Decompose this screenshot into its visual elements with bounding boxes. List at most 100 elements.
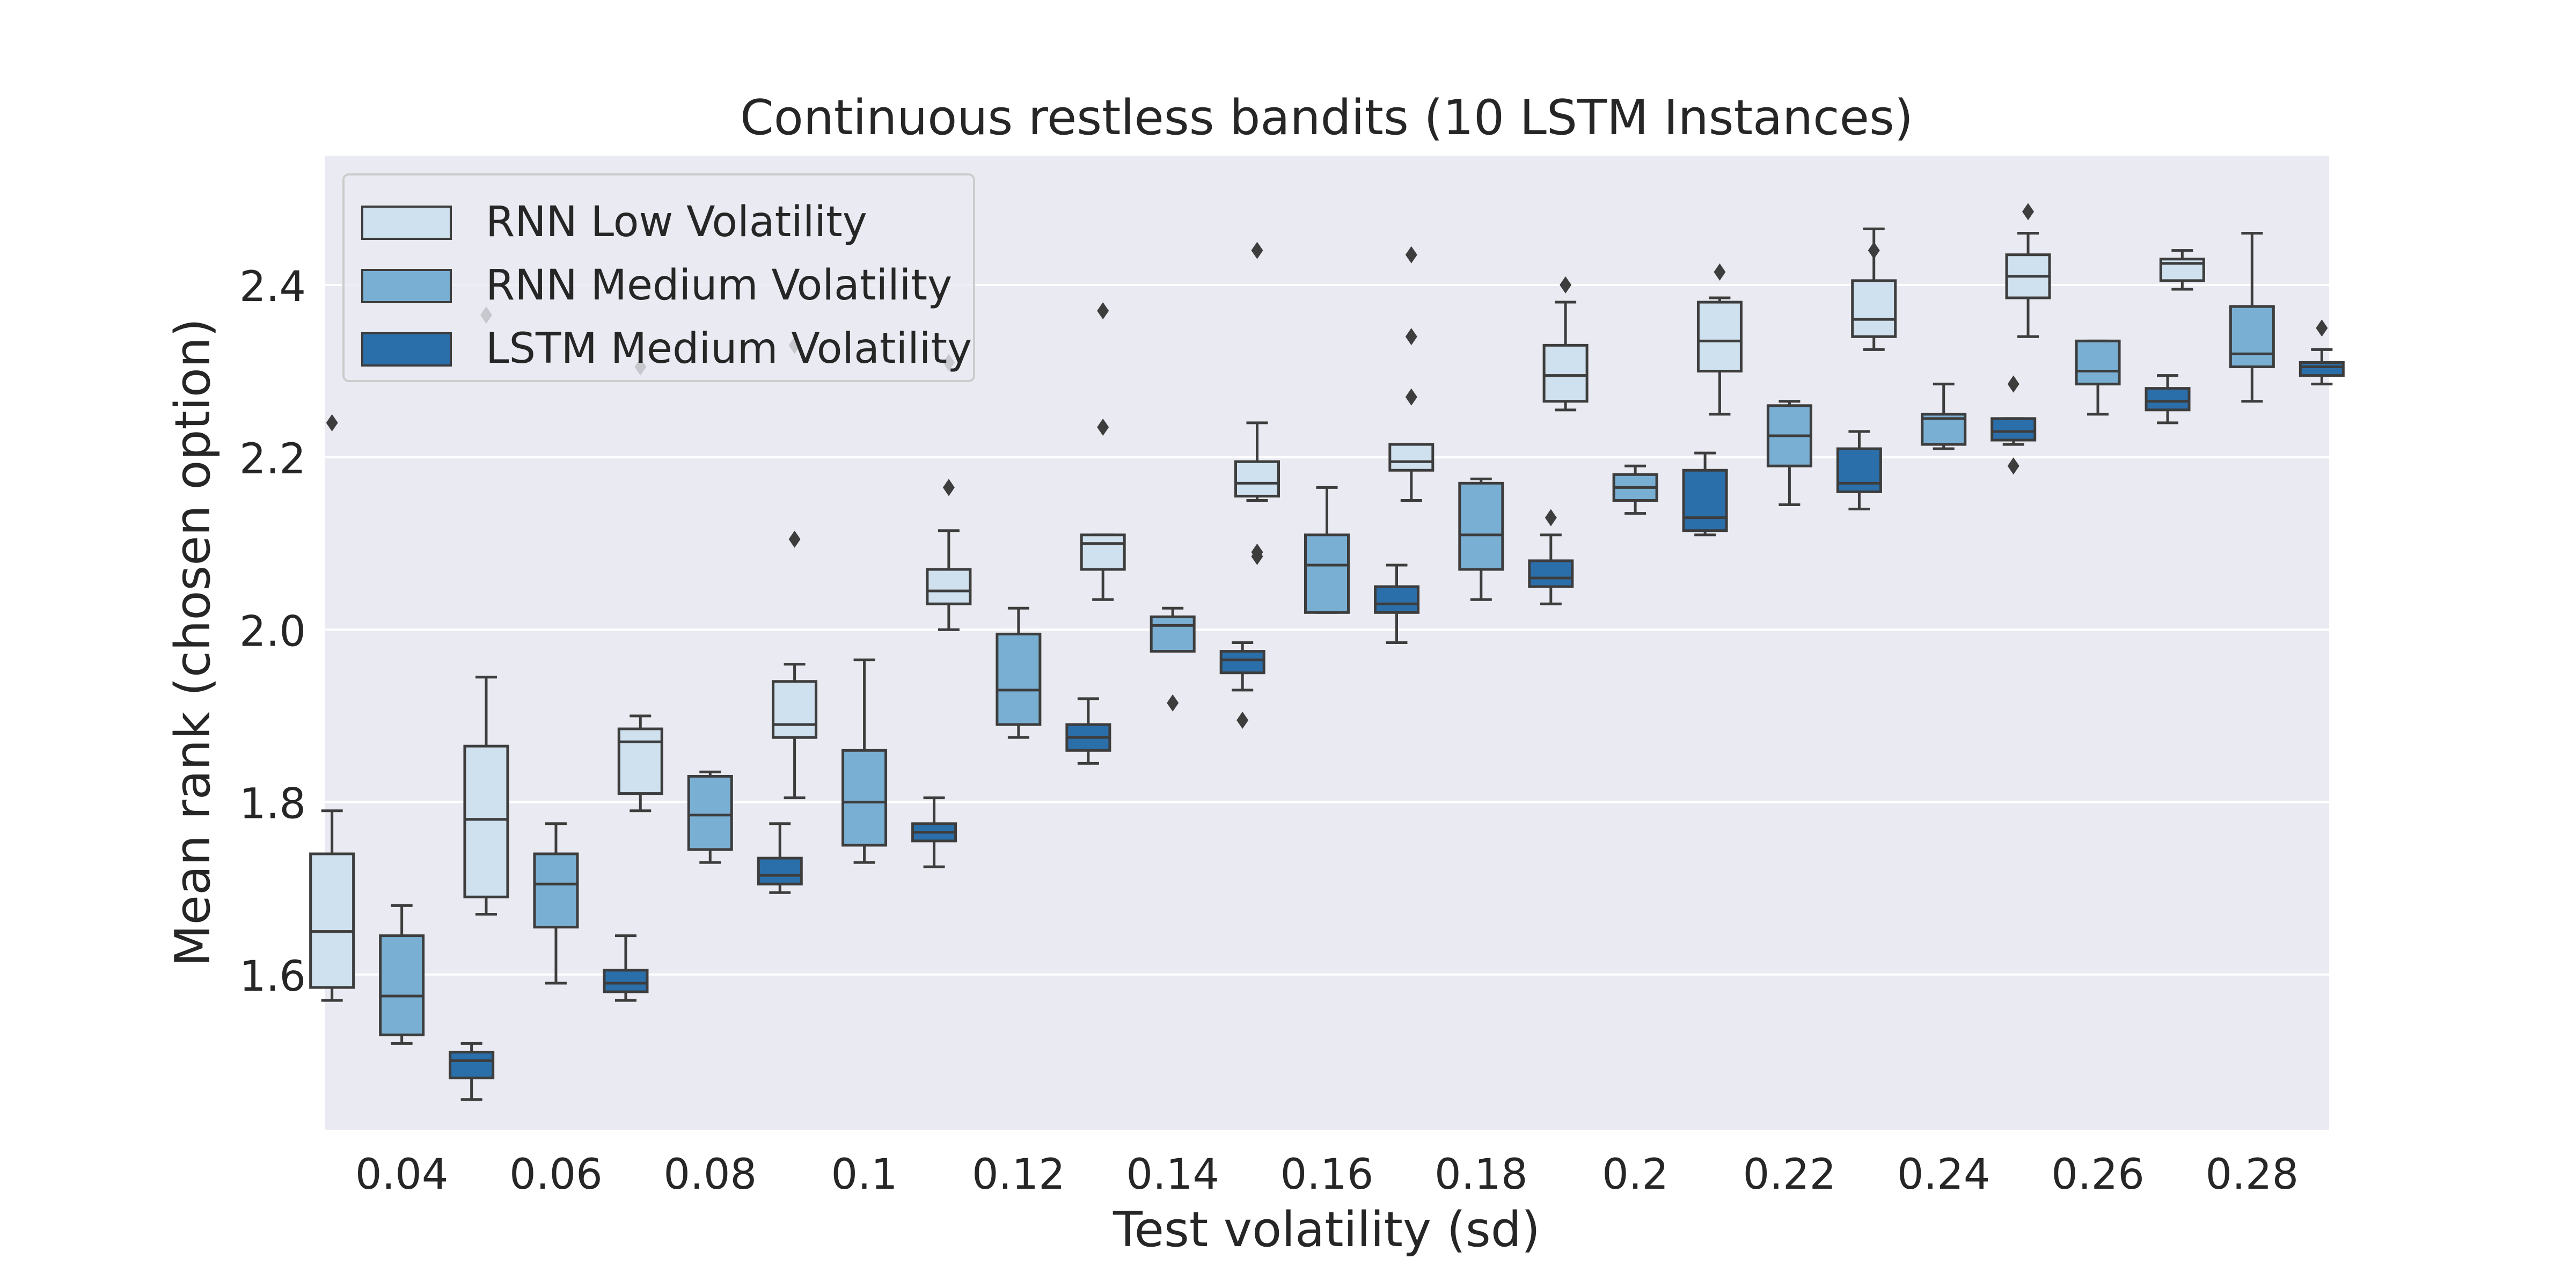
box bbox=[309, 852, 355, 989]
box-group bbox=[1304, 486, 1350, 614]
x-tick-labels: 0.04 0.06 0.08 0.1 0.12 0.14 0.16 0.18 0.2 0.22 0.… bbox=[355, 1151, 2299, 1199]
box bbox=[926, 568, 972, 605]
outlier-point bbox=[1097, 418, 1109, 436]
y-axis-label: Mean rank (chosen option) bbox=[165, 318, 221, 967]
outlier-point bbox=[2316, 319, 2328, 337]
outlier-point bbox=[1868, 241, 1880, 259]
box-group bbox=[1682, 451, 1728, 537]
outlier-point bbox=[2007, 375, 2019, 393]
box bbox=[1836, 447, 1882, 493]
box-group bbox=[911, 796, 957, 868]
box bbox=[1682, 469, 1728, 532]
legend: RNN Low Volatility RNN Medium Volatility L… bbox=[342, 173, 975, 382]
outlier-point bbox=[1097, 302, 1109, 320]
outlier-point bbox=[1560, 276, 1572, 294]
box-group bbox=[757, 822, 803, 894]
legend-label: RNN Medium Volatility bbox=[486, 261, 952, 310]
y-tick-label: 2.2 bbox=[239, 435, 306, 484]
legend-frame bbox=[342, 173, 975, 382]
box-group bbox=[2145, 374, 2191, 425]
legend-label: LSTM Medium Volatility bbox=[486, 325, 972, 373]
box bbox=[2229, 305, 2275, 369]
box-group bbox=[687, 770, 733, 864]
box-group bbox=[1458, 477, 1504, 601]
box-group bbox=[1990, 375, 2037, 475]
box bbox=[1080, 533, 1126, 571]
outlier-point bbox=[1545, 509, 1557, 526]
box bbox=[1388, 443, 1435, 472]
box-group bbox=[841, 658, 888, 864]
box bbox=[1150, 615, 1196, 653]
x-tick-label: 0.08 bbox=[663, 1151, 757, 1199]
box-group bbox=[2299, 319, 2345, 386]
box-group bbox=[2159, 249, 2205, 291]
box-group bbox=[463, 306, 509, 916]
box-group bbox=[379, 904, 425, 1045]
box-group bbox=[1219, 641, 1265, 729]
box bbox=[533, 852, 579, 929]
box-group bbox=[309, 414, 355, 1002]
box-group bbox=[603, 934, 649, 1002]
box-group bbox=[1612, 464, 1658, 515]
outlier-point bbox=[1251, 547, 1263, 565]
outlier-point bbox=[1405, 388, 1417, 406]
box-group bbox=[1921, 383, 1967, 450]
box-group bbox=[2005, 203, 2051, 338]
box bbox=[2299, 361, 2345, 377]
box-group bbox=[996, 606, 1042, 739]
x-tick-label: 0.14 bbox=[1126, 1151, 1219, 1199]
box-group bbox=[1080, 302, 1126, 601]
box-group bbox=[1851, 228, 1897, 351]
outlier-point bbox=[1236, 712, 1249, 729]
outlier-point bbox=[1405, 328, 1417, 346]
box bbox=[2075, 339, 2121, 386]
box bbox=[1304, 533, 1350, 614]
x-tick-label: 0.24 bbox=[1897, 1151, 1990, 1199]
x-tick-label: 0.26 bbox=[2051, 1151, 2145, 1199]
outlier-point bbox=[2022, 203, 2035, 221]
outlier-point bbox=[2007, 457, 2019, 475]
box-group bbox=[1766, 400, 1812, 507]
x-tick-label: 0.12 bbox=[972, 1151, 1065, 1199]
box bbox=[1458, 481, 1504, 571]
box bbox=[1234, 460, 1280, 497]
x-axis-label: Test volatility (sd) bbox=[1113, 1202, 1540, 1258]
x-tick-label: 0.1 bbox=[831, 1151, 898, 1199]
y-tick-label: 1.8 bbox=[239, 780, 306, 829]
box bbox=[1528, 559, 1574, 588]
x-tick-label: 0.06 bbox=[509, 1151, 603, 1199]
outlier-point bbox=[326, 414, 338, 431]
box-group bbox=[1150, 606, 1196, 712]
box-group bbox=[533, 822, 579, 985]
box-group bbox=[449, 1042, 495, 1101]
box bbox=[687, 774, 733, 851]
box bbox=[603, 969, 649, 993]
chart-title: Continuous restless bandits (10 LSTM Ins… bbox=[740, 90, 1913, 146]
y-tick-label: 2.4 bbox=[239, 263, 306, 311]
x-tick-label: 0.28 bbox=[2206, 1151, 2299, 1199]
box-group bbox=[1542, 276, 1589, 412]
box-groups bbox=[309, 203, 2345, 1101]
box bbox=[463, 744, 509, 898]
legend-label: RNN Low Volatility bbox=[486, 198, 867, 246]
x-tick-label: 0.16 bbox=[1280, 1151, 1374, 1199]
outlier-point bbox=[1714, 263, 1726, 281]
x-tick-label: 0.2 bbox=[1602, 1151, 1668, 1199]
box bbox=[1542, 343, 1589, 403]
box bbox=[841, 749, 888, 847]
outlier-point bbox=[788, 530, 801, 548]
box bbox=[449, 1050, 495, 1080]
box bbox=[772, 680, 818, 739]
box bbox=[1219, 650, 1265, 675]
legend-swatch bbox=[361, 332, 452, 367]
box-group bbox=[1374, 564, 1419, 644]
box-group bbox=[1065, 697, 1111, 765]
legend-swatch bbox=[361, 206, 452, 240]
box bbox=[996, 632, 1042, 726]
box bbox=[379, 934, 425, 1036]
box-group bbox=[1696, 263, 1743, 416]
y-tick-labels: 1.6 1.8 2.0 2.2 2.4 bbox=[239, 263, 306, 1001]
box bbox=[1851, 279, 1897, 338]
box-group bbox=[2075, 339, 2121, 416]
